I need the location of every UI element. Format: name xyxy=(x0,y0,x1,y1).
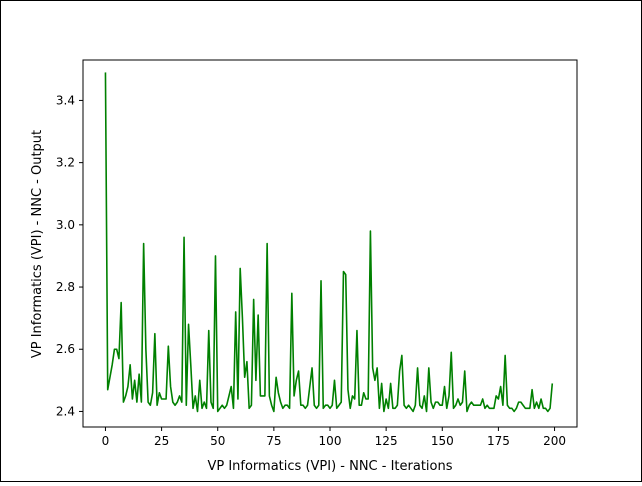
y-tick-label: 3.0 xyxy=(56,218,75,232)
y-tick-label: 2.4 xyxy=(56,404,75,418)
x-tick-label: 50 xyxy=(210,434,225,448)
y-tick-label: 2.8 xyxy=(56,280,75,294)
y-tick-label: 3.4 xyxy=(56,93,75,107)
x-tick-label: 75 xyxy=(266,434,281,448)
axes-frame xyxy=(82,59,578,428)
y-tick-label: 3.2 xyxy=(56,156,75,170)
x-axis: 0 25 50 75 100 125 150 175 200 xyxy=(102,427,566,448)
x-tick-label: 25 xyxy=(154,434,169,448)
x-tick-label: 150 xyxy=(431,434,454,448)
y-axis-label: VP Informatics (VPI) - NNC - Output xyxy=(30,130,45,358)
x-tick-label: 200 xyxy=(543,434,566,448)
x-tick-label: 175 xyxy=(487,434,510,448)
x-tick-label: 0 xyxy=(102,434,110,448)
y-axis: 2.4 2.6 2.8 3.0 3.2 3.4 xyxy=(56,93,83,418)
plot-area xyxy=(104,72,554,413)
series-line-0 xyxy=(104,72,554,413)
y-tick-label: 2.6 xyxy=(56,342,75,356)
x-tick-label: 100 xyxy=(319,434,342,448)
x-tick-label: 125 xyxy=(375,434,398,448)
x-axis-label: VP Informatics (VPI) - NNC - Iterations xyxy=(207,459,452,474)
